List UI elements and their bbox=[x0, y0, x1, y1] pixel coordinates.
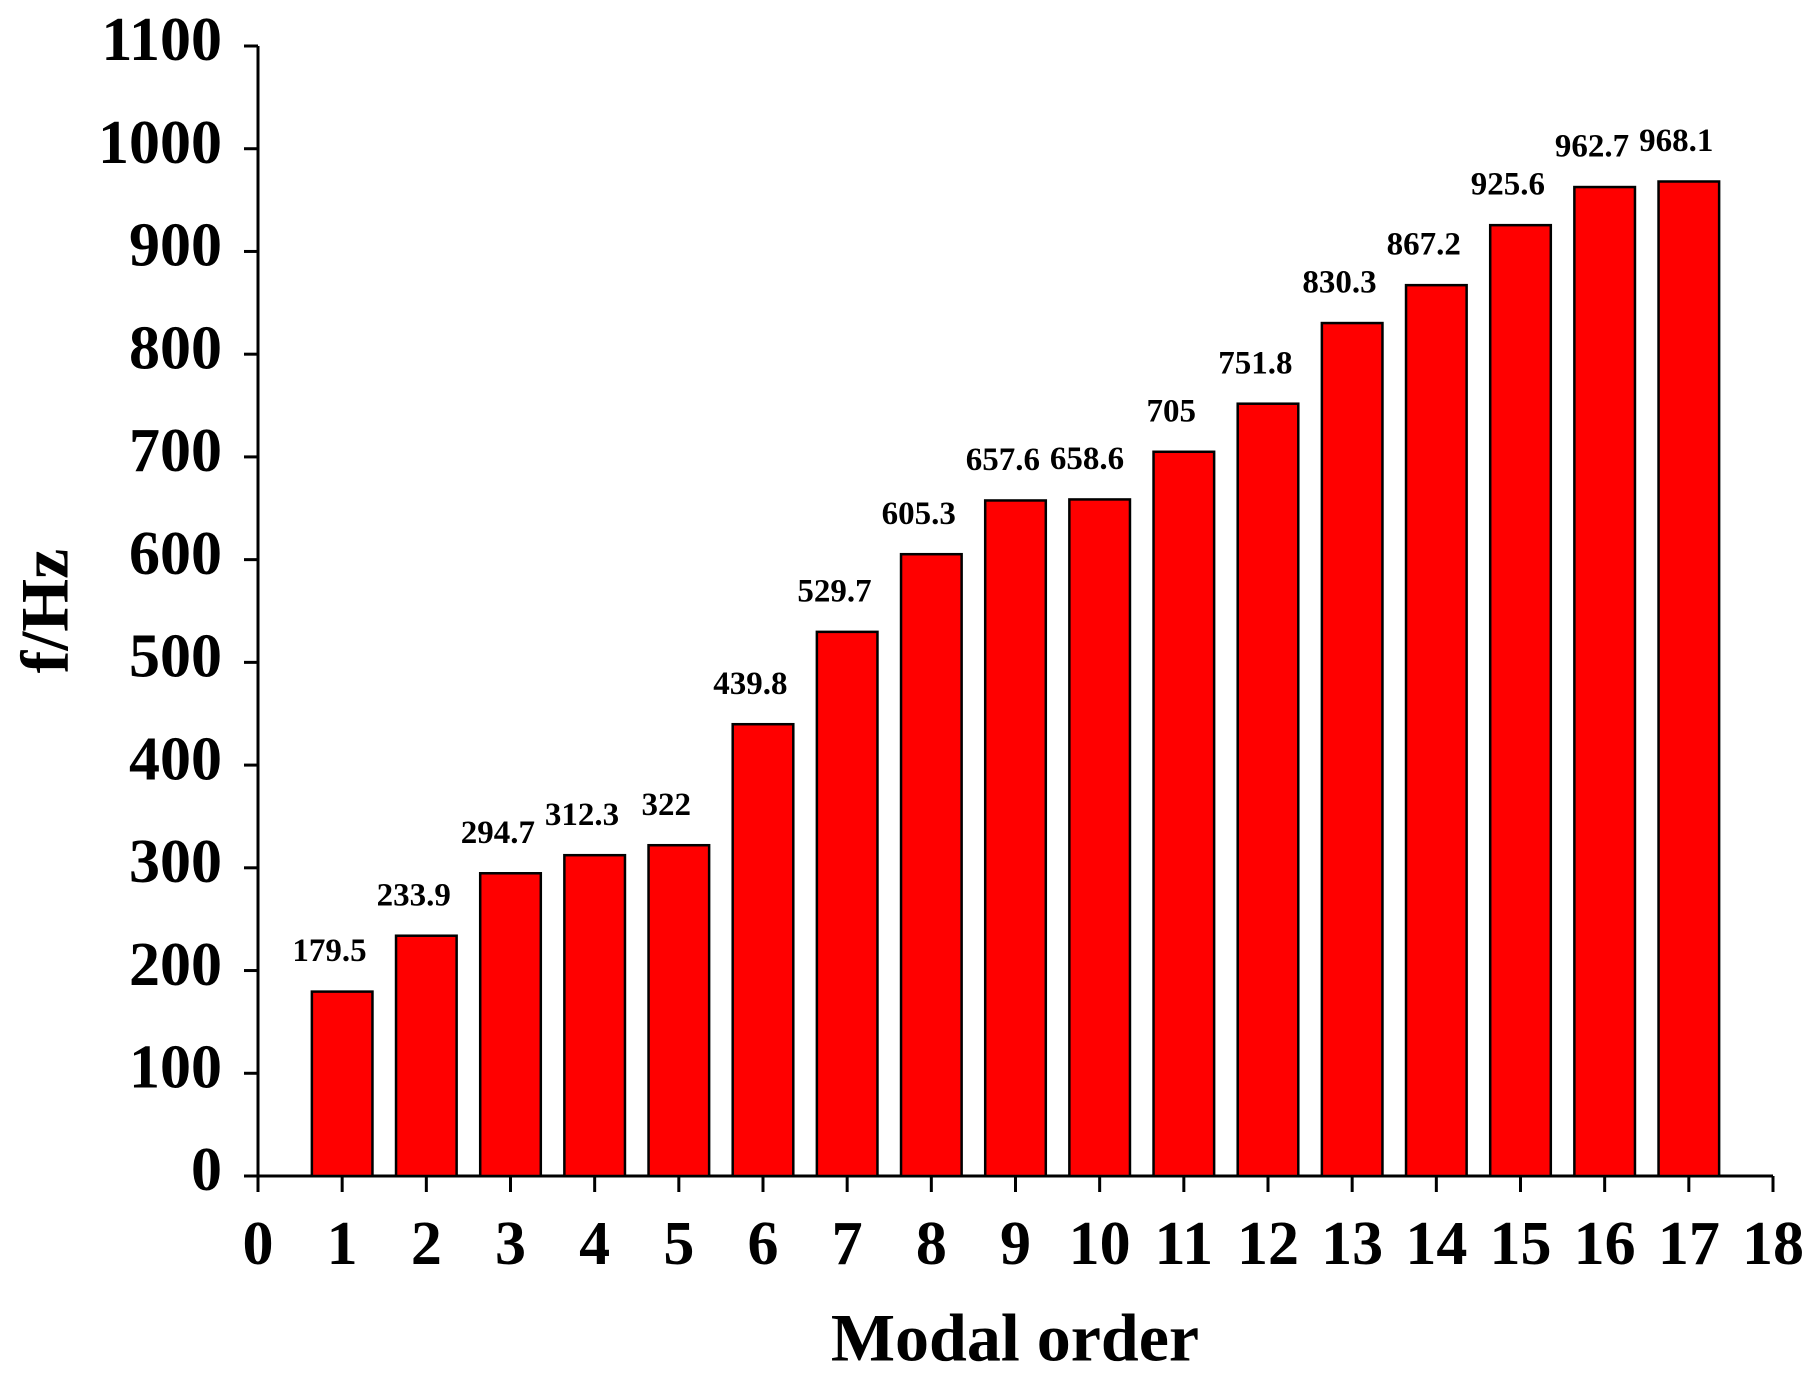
y-axis-title: f/Hz bbox=[7, 549, 83, 674]
bar bbox=[731, 722, 795, 1178]
value-label: 322 bbox=[641, 787, 691, 823]
x-tick-label: 16 bbox=[1574, 1210, 1636, 1278]
value-label: 233.9 bbox=[377, 877, 451, 913]
y-tick-label: 700 bbox=[129, 417, 222, 485]
x-tick-label: 5 bbox=[663, 1210, 694, 1278]
x-tick-label: 10 bbox=[1069, 1210, 1131, 1278]
x-tick-label: 14 bbox=[1405, 1210, 1467, 1278]
x-tick-label: 11 bbox=[1155, 1210, 1214, 1278]
y-tick-label: 500 bbox=[129, 623, 222, 691]
x-tick-label: 7 bbox=[832, 1210, 863, 1278]
value-label: 529.7 bbox=[797, 573, 871, 609]
value-label: 657.6 bbox=[966, 442, 1040, 478]
value-label: 867.2 bbox=[1387, 227, 1461, 263]
bar bbox=[563, 853, 627, 1178]
x-tick-label: 9 bbox=[1000, 1210, 1031, 1278]
x-tick-label: 8 bbox=[916, 1210, 947, 1278]
y-tick-label: 1000 bbox=[98, 109, 222, 177]
x-tick-label: 2 bbox=[411, 1210, 442, 1278]
bar bbox=[1573, 185, 1637, 1178]
y-tick-label: 200 bbox=[129, 931, 222, 999]
x-tick-label: 1 bbox=[327, 1210, 358, 1278]
y-tick-label: 400 bbox=[129, 725, 222, 793]
x-tick-label: 17 bbox=[1658, 1210, 1720, 1278]
y-tick-label: 300 bbox=[129, 828, 222, 896]
value-label: 925.6 bbox=[1471, 167, 1545, 203]
bar bbox=[1320, 321, 1384, 1178]
y-tick-label: 0 bbox=[191, 1136, 222, 1204]
value-label: 179.5 bbox=[292, 933, 366, 969]
x-tick-label: 12 bbox=[1237, 1210, 1299, 1278]
bar bbox=[815, 630, 879, 1178]
value-label: 751.8 bbox=[1218, 345, 1292, 381]
value-label: 658.6 bbox=[1050, 441, 1124, 477]
bar bbox=[1068, 498, 1132, 1178]
bar bbox=[647, 843, 711, 1178]
y-tick-label: 100 bbox=[129, 1034, 222, 1102]
value-label: 605.3 bbox=[882, 496, 956, 532]
bar bbox=[1152, 450, 1216, 1178]
x-tick-label: 3 bbox=[495, 1210, 526, 1278]
x-tick-label: 15 bbox=[1490, 1210, 1552, 1278]
bar bbox=[1657, 180, 1721, 1178]
bar bbox=[1236, 402, 1300, 1178]
x-tick-label: 6 bbox=[748, 1210, 779, 1278]
bar bbox=[310, 990, 374, 1178]
y-tick-label: 800 bbox=[129, 314, 222, 382]
x-axis-title: Modal order bbox=[831, 1300, 1199, 1376]
value-label: 312.3 bbox=[545, 797, 619, 833]
x-tick-label: 0 bbox=[243, 1210, 274, 1278]
bar bbox=[1488, 223, 1553, 1178]
x-tick-label: 18 bbox=[1742, 1210, 1804, 1278]
value-label: 830.3 bbox=[1302, 265, 1376, 301]
y-tick-label: 1100 bbox=[101, 6, 222, 74]
value-label: 968.1 bbox=[1639, 123, 1713, 159]
value-label: 439.8 bbox=[713, 666, 787, 702]
x-tick-label: 4 bbox=[579, 1210, 610, 1278]
x-tick-label: 13 bbox=[1321, 1210, 1383, 1278]
bar bbox=[478, 872, 543, 1178]
bar bbox=[394, 934, 458, 1178]
bar bbox=[983, 499, 1048, 1178]
bar bbox=[899, 552, 963, 1178]
y-tick-label: 600 bbox=[129, 520, 222, 588]
bar bbox=[1404, 283, 1468, 1178]
value-label: 705 bbox=[1146, 393, 1196, 429]
value-label: 962.7 bbox=[1555, 129, 1629, 165]
value-label: 294.7 bbox=[461, 815, 535, 851]
y-tick-label: 900 bbox=[129, 212, 222, 280]
